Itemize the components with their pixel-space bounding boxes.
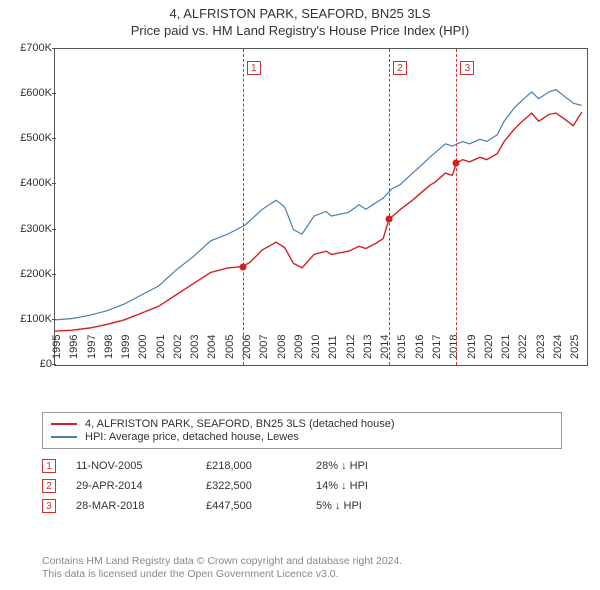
sales-row-date: 28-MAR-2018 — [76, 500, 186, 512]
y-tick-label: £0 — [8, 358, 52, 370]
sales-row-price: £218,000 — [206, 460, 296, 472]
legend-box: 4, ALFRISTON PARK, SEAFORD, BN25 3LS (de… — [42, 412, 562, 449]
footer-line2: This data is licensed under the Open Gov… — [42, 568, 590, 582]
x-tick-label: 2019 — [466, 335, 478, 359]
sale-marker-line — [389, 49, 390, 365]
sales-table: 1 11-NOV-2005 £218,000 28% ↓ HPI 2 29-APR-201… — [42, 456, 426, 516]
x-tick-label: 2002 — [172, 335, 184, 359]
x-tick-label: 1998 — [103, 335, 115, 359]
sales-row: 2 29-APR-2014 £322,500 14% ↓ HPI — [42, 476, 426, 496]
x-tick-label: 2020 — [483, 335, 495, 359]
legend-item: 4, ALFRISTON PARK, SEAFORD, BN25 3LS (de… — [51, 418, 553, 430]
sale-marker-badge: 2 — [393, 61, 407, 75]
legend-swatch — [51, 423, 77, 425]
sales-row-badge: 3 — [42, 499, 56, 513]
x-tick-label: 2012 — [345, 335, 357, 359]
footer-attribution: Contains HM Land Registry data © Crown c… — [42, 555, 590, 582]
y-tick-label: £300K — [8, 223, 52, 235]
sale-marker-dot — [453, 159, 460, 166]
y-tick-label: £500K — [8, 132, 52, 144]
page-root: 4, ALFRISTON PARK, SEAFORD, BN25 3LS Pri… — [0, 0, 600, 590]
x-tick-label: 2011 — [327, 335, 339, 359]
x-tick-label: 2010 — [310, 335, 322, 359]
plot-area: 1995 1996 1997 1998 1999 2000 2001 2002 2003 2004… — [54, 48, 588, 366]
x-tick-label: 2021 — [500, 335, 512, 359]
sales-row-date: 29-APR-2014 — [76, 480, 186, 492]
x-tick-label: 1995 — [51, 335, 63, 359]
sale-marker-dot — [385, 216, 392, 223]
x-tick-label: 2001 — [155, 335, 167, 359]
x-tick-label: 2015 — [396, 335, 408, 359]
sales-row-badge: 1 — [42, 459, 56, 473]
x-tick-label: 1999 — [120, 335, 132, 359]
sales-row-diff: 14% ↓ HPI — [316, 480, 426, 492]
sales-row-diff: 28% ↓ HPI — [316, 460, 426, 472]
chart-svg — [55, 49, 587, 365]
y-tick-label: £700K — [8, 42, 52, 54]
x-tick-label: 2005 — [224, 335, 236, 359]
x-tick-label: 2007 — [258, 335, 270, 359]
title-address: 4, ALFRISTON PARK, SEAFORD, BN25 3LS — [0, 6, 600, 21]
legend-swatch — [51, 436, 77, 438]
y-tick-label: £400K — [8, 177, 52, 189]
sales-row-badge: 2 — [42, 479, 56, 493]
x-tick-label: 2025 — [569, 335, 581, 359]
x-tick-label: 2016 — [414, 335, 426, 359]
x-tick-label: 1996 — [68, 335, 80, 359]
sales-row-price: £447,500 — [206, 500, 296, 512]
x-tick-label: 2004 — [206, 335, 218, 359]
sale-marker-badge: 3 — [460, 61, 474, 75]
x-tick-label: 2017 — [431, 335, 443, 359]
x-tick-label: 1997 — [86, 335, 98, 359]
legend-item: HPI: Average price, detached house, Lewe… — [51, 431, 553, 443]
legend-label: HPI: Average price, detached house, Lewe… — [85, 431, 299, 443]
sale-marker-dot — [239, 263, 246, 270]
x-tick-label: 2022 — [517, 335, 529, 359]
x-tick-label: 2023 — [535, 335, 547, 359]
sale-marker-line — [243, 49, 244, 365]
y-tick-label: £600K — [8, 87, 52, 99]
sales-row-diff: 5% ↓ HPI — [316, 500, 426, 512]
sales-row-date: 11-NOV-2005 — [76, 460, 186, 472]
x-tick-label: 2013 — [362, 335, 374, 359]
y-tick-label: £100K — [8, 313, 52, 325]
chart-titles: 4, ALFRISTON PARK, SEAFORD, BN25 3LS Pri… — [0, 0, 600, 38]
x-tick-label: 2008 — [276, 335, 288, 359]
sales-row-price: £322,500 — [206, 480, 296, 492]
x-tick-label: 2024 — [552, 335, 564, 359]
x-tick-label: 2009 — [293, 335, 305, 359]
sale-marker-line — [456, 49, 457, 365]
y-tick-label: £200K — [8, 268, 52, 280]
sales-row: 3 28-MAR-2018 £447,500 5% ↓ HPI — [42, 496, 426, 516]
legend-label: 4, ALFRISTON PARK, SEAFORD, BN25 3LS (de… — [85, 418, 395, 430]
series-hpi — [55, 90, 582, 320]
x-tick-label: 2003 — [189, 335, 201, 359]
x-tick-label: 2000 — [137, 335, 149, 359]
sales-row: 1 11-NOV-2005 £218,000 28% ↓ HPI — [42, 456, 426, 476]
chart-area: 1995 1996 1997 1998 1999 2000 2001 2002 2003 2004… — [8, 44, 592, 400]
sale-marker-badge: 1 — [247, 61, 261, 75]
x-tick-label: 2018 — [448, 335, 460, 359]
footer-line1: Contains HM Land Registry data © Crown c… — [42, 555, 590, 569]
title-subtitle: Price paid vs. HM Land Registry's House … — [0, 23, 600, 38]
